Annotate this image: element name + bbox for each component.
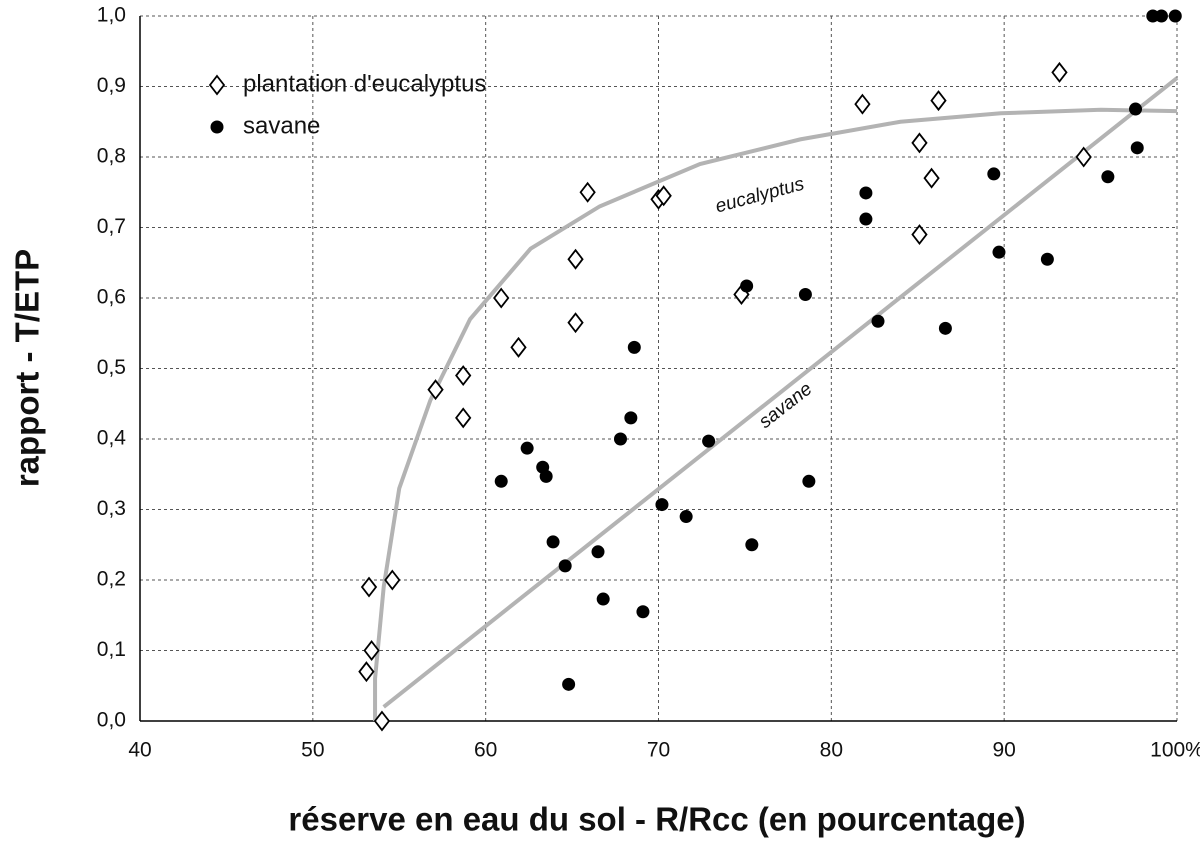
dot-point xyxy=(1040,252,1054,266)
dot-point xyxy=(558,559,572,573)
legend-marker xyxy=(208,74,226,96)
dot-point xyxy=(627,340,641,354)
dot-point xyxy=(679,510,693,524)
y-tick-label: 0,3 xyxy=(97,497,126,520)
diamond-point xyxy=(854,93,871,115)
dot-point xyxy=(546,535,560,549)
y-tick-label: 0,8 xyxy=(97,145,126,168)
legend-label: savane xyxy=(243,112,320,139)
dot-point xyxy=(802,474,816,488)
x-tick-label: 60 xyxy=(474,739,497,762)
dot-point xyxy=(702,434,716,448)
dot-point xyxy=(1154,9,1168,23)
dot-point xyxy=(596,592,610,606)
y-tick-label: 0,4 xyxy=(97,427,127,450)
dot-point xyxy=(745,538,759,552)
legend-label: plantation d'eucalyptus xyxy=(243,70,486,97)
dot-point xyxy=(562,677,576,691)
dot-point xyxy=(591,545,605,559)
dot-point xyxy=(613,432,627,446)
dot-point xyxy=(992,245,1006,259)
dot-point xyxy=(740,279,754,293)
x-tick-label: 50 xyxy=(301,739,324,762)
dot-point xyxy=(1129,102,1143,116)
diamond-point xyxy=(373,710,391,732)
y-tick-label: 0,7 xyxy=(97,215,126,238)
dot-point xyxy=(987,167,1001,181)
y-axis-title: rapport - T/ETP xyxy=(9,249,46,487)
dot-point xyxy=(520,441,534,455)
x-axis-title: réserve en eau du sol - R/Rcc (en pource… xyxy=(288,801,1025,838)
x-tick-label: 90 xyxy=(992,739,1015,762)
y-tick-label: 0,6 xyxy=(97,286,126,309)
diamond-point xyxy=(567,248,584,270)
diamond-point xyxy=(930,90,947,112)
y-tick-label: 0,2 xyxy=(97,568,126,591)
diamond-point xyxy=(923,167,940,189)
x-tick-label: 80 xyxy=(820,739,843,762)
x-tick-label: 40 xyxy=(128,739,151,762)
dot-point xyxy=(636,605,650,619)
diamond-point xyxy=(579,181,596,203)
y-tick-label: 0,5 xyxy=(97,356,126,379)
y-tick-label: 0,9 xyxy=(97,74,126,97)
diamond-point xyxy=(384,569,401,591)
diamond-point xyxy=(655,185,672,207)
y-tick-label: 1,0 xyxy=(97,4,126,27)
diamond-point xyxy=(455,365,472,387)
dot-point xyxy=(1101,170,1115,184)
diamond-point xyxy=(1051,61,1068,83)
fit-curve xyxy=(373,107,1178,721)
x-tick-label: 100% xyxy=(1150,739,1200,762)
dot-point xyxy=(1168,9,1182,23)
dot-point xyxy=(871,314,885,328)
diamond-point xyxy=(567,312,584,334)
diamond-point xyxy=(358,661,375,683)
dot-point xyxy=(859,186,873,200)
y-tick-label: 0,1 xyxy=(97,638,126,661)
diamond-point xyxy=(427,379,444,401)
dot-point xyxy=(798,287,812,301)
diamond-point xyxy=(493,287,510,309)
dot-point xyxy=(494,474,508,488)
diamond-point xyxy=(360,576,378,598)
fit-curve xyxy=(382,76,1179,709)
y-tick-label: 0,0 xyxy=(97,709,126,732)
dot-point xyxy=(1130,141,1144,155)
dot-point xyxy=(539,469,553,483)
legend-marker xyxy=(210,120,224,134)
diamond-point xyxy=(911,224,928,246)
diamond-point xyxy=(363,640,380,661)
diamond-point xyxy=(911,132,928,154)
dot-point xyxy=(624,411,638,425)
diamond-point xyxy=(1075,146,1092,168)
x-tick-label: 70 xyxy=(647,739,670,762)
dot-point xyxy=(655,498,669,512)
dot-point xyxy=(938,321,952,335)
curve-label: eucalyptus xyxy=(713,174,807,218)
diamond-point xyxy=(510,336,527,358)
dot-point xyxy=(859,212,873,226)
diamond-point xyxy=(455,407,472,429)
